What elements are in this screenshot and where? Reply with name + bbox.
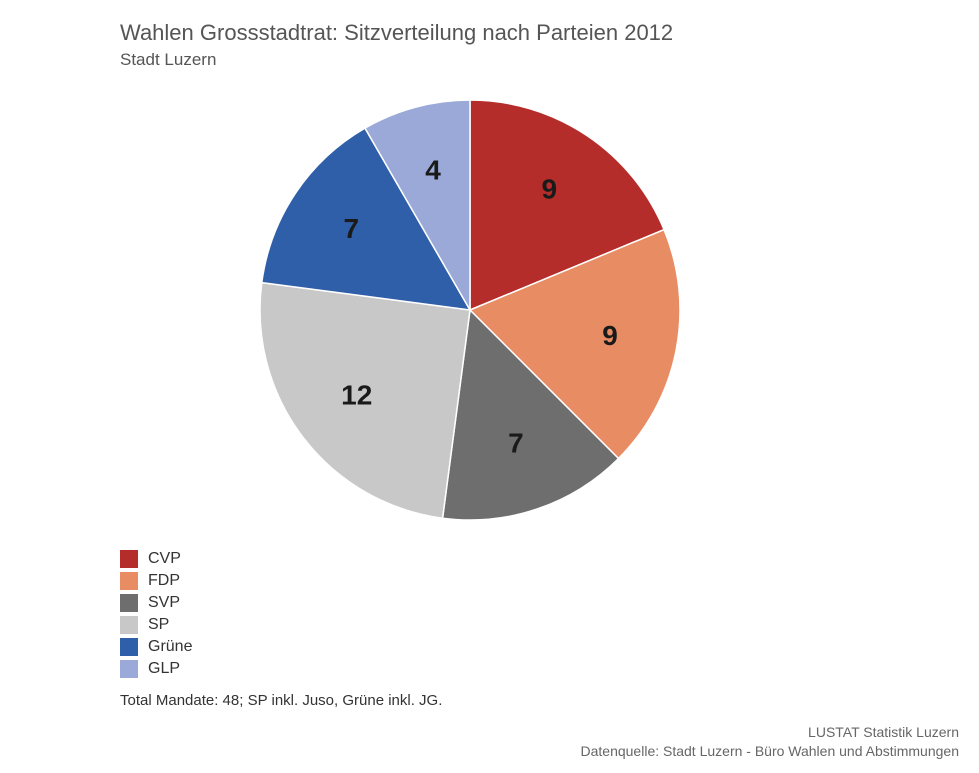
legend-item: SVP	[120, 594, 949, 612]
legend-item: Grüne	[120, 638, 949, 656]
legend-swatch	[120, 660, 138, 678]
legend-swatch	[120, 638, 138, 656]
pie-slice-value: 7	[508, 428, 524, 459]
legend-item: FDP	[120, 572, 949, 590]
source-line-1: LUSTAT Statistik Luzern	[581, 723, 960, 742]
legend-item: SP	[120, 616, 949, 634]
legend-label: GLP	[148, 660, 180, 678]
legend-label: CVP	[148, 550, 181, 568]
pie-chart: 9 9 7 12 7 4	[250, 90, 690, 530]
chart-subtitle: Stadt Luzern	[120, 50, 949, 70]
pie-svg: 9 9 7 12 7 4	[250, 90, 690, 530]
source-line-2: Datenquelle: Stadt Luzern - Büro Wahlen …	[581, 742, 960, 761]
pie-slice-value: 7	[343, 213, 359, 244]
legend-label: SVP	[148, 594, 180, 612]
pie-slice-value: 9	[542, 174, 558, 205]
footnote: Total Mandate: 48; SP inkl. Juso, Grüne …	[120, 692, 949, 709]
legend-swatch	[120, 550, 138, 568]
pie-slice-value: 12	[341, 379, 372, 410]
legend-swatch	[120, 594, 138, 612]
legend-label: Grüne	[148, 638, 192, 656]
pie-slice-value: 4	[425, 154, 441, 185]
chart-title: Wahlen Grossstadtrat: Sitzverteilung nac…	[120, 20, 949, 46]
legend-item: GLP	[120, 660, 949, 678]
pie-slice-value: 9	[602, 320, 618, 351]
legend-label: FDP	[148, 572, 180, 590]
legend: CVP FDP SVP SP Grüne GLP	[120, 550, 949, 678]
chart-container: Wahlen Grossstadtrat: Sitzverteilung nac…	[0, 0, 979, 773]
legend-swatch	[120, 616, 138, 634]
legend-label: SP	[148, 616, 169, 634]
legend-item: CVP	[120, 550, 949, 568]
legend-swatch	[120, 572, 138, 590]
source-block: LUSTAT Statistik Luzern Datenquelle: Sta…	[581, 723, 960, 761]
